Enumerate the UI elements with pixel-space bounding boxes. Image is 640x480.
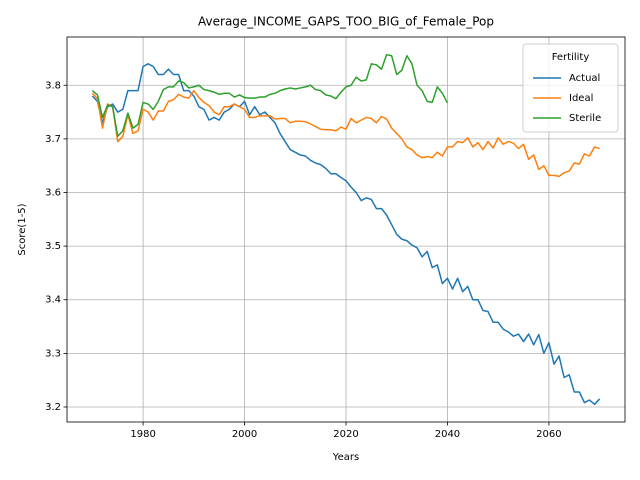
series-line [91, 53, 449, 137]
x-tick-label: 2040 [435, 429, 460, 440]
y-tick-label: 3.7 [45, 134, 61, 145]
legend-label: Ideal [569, 93, 593, 104]
y-axis-label: Score(1-5) [17, 203, 28, 255]
y-tick-label: 3.8 [45, 80, 61, 91]
x-tick-label: 2060 [536, 429, 561, 440]
legend-title: Fertility [552, 52, 590, 63]
legend-label: Actual [569, 73, 600, 84]
legend-label: Sterile [569, 113, 601, 124]
series-line [91, 89, 600, 178]
series-line [91, 63, 601, 406]
axes-frame [66, 36, 626, 423]
chart-title: Average_INCOME_GAPS_TOO_BIG_of_Female_Po… [198, 15, 494, 29]
x-tick-label: 2020 [333, 429, 358, 440]
x-axis-label: Years [332, 452, 359, 463]
y-tick-label: 3.4 [45, 295, 61, 306]
y-tick-label: 3.6 [45, 188, 61, 199]
x-tick-label: 2000 [232, 429, 257, 440]
legend-box [522, 43, 619, 133]
y-tick-label: 3.2 [45, 402, 61, 413]
y-tick-label: 3.5 [45, 241, 61, 252]
y-tick-label: 3.3 [45, 348, 61, 359]
x-tick-label: 1980 [130, 429, 155, 440]
